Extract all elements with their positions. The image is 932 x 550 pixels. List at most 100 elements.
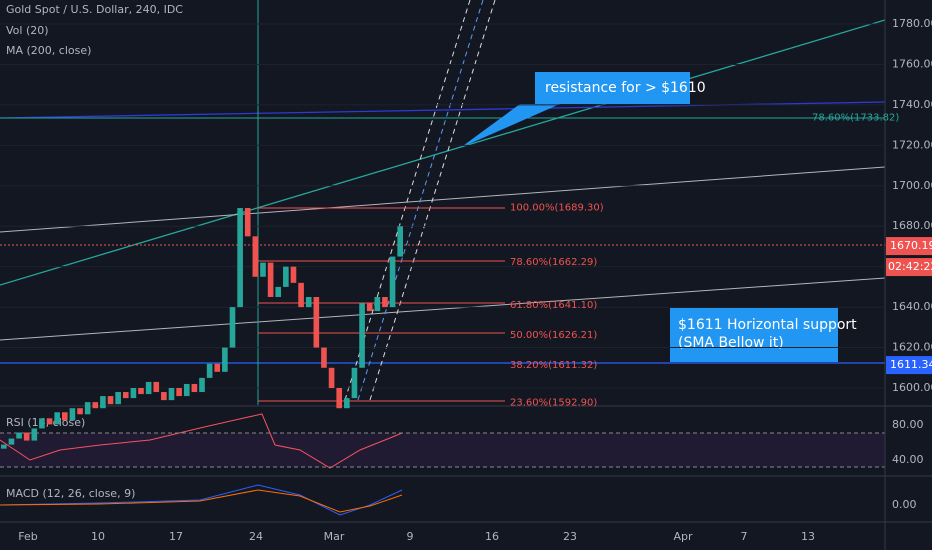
candle bbox=[145, 381, 152, 395]
rsi-line bbox=[0, 413, 403, 469]
candle bbox=[54, 412, 60, 425]
candle bbox=[8, 438, 15, 445]
time-label: Apr bbox=[673, 530, 693, 543]
fib-label: 78.60%(1733.82) bbox=[812, 112, 899, 123]
candle bbox=[115, 392, 121, 405]
channel bbox=[344, 0, 471, 401]
support-badge-label: 1611.34 bbox=[890, 358, 932, 371]
candle bbox=[252, 236, 259, 277]
candle bbox=[77, 408, 83, 415]
annotation: (SMA Bellow it) bbox=[678, 335, 784, 351]
time-label: 24 bbox=[249, 530, 263, 543]
indicator: MA (200, close) bbox=[6, 44, 91, 57]
price-label: 1600.00 bbox=[892, 381, 932, 394]
time-label: Feb bbox=[18, 530, 37, 543]
candle bbox=[183, 383, 190, 397]
price-label: 1700.00 bbox=[892, 179, 932, 192]
candle bbox=[290, 266, 297, 283]
candle bbox=[351, 367, 358, 399]
candle bbox=[16, 432, 22, 439]
time-label: 23 bbox=[563, 530, 577, 543]
time-label: 13 bbox=[801, 530, 815, 543]
time-label: 9 bbox=[407, 530, 414, 543]
candle bbox=[1, 444, 7, 449]
price-label: 1620.00 bbox=[892, 341, 932, 354]
fib-label: 100.00%(1689.30) bbox=[510, 202, 604, 213]
candle bbox=[199, 377, 205, 393]
candle bbox=[382, 297, 388, 308]
countdown-badge bbox=[886, 258, 932, 277]
candle bbox=[23, 432, 30, 441]
indicator: MACD (12, 26, close, 9) bbox=[6, 487, 135, 500]
candle bbox=[359, 303, 365, 368]
candle bbox=[229, 307, 236, 348]
candle bbox=[344, 398, 350, 409]
candle bbox=[374, 297, 381, 312]
time-label: 16 bbox=[485, 530, 499, 543]
time-label: 7 bbox=[741, 530, 748, 543]
annotation: resistance for > $1610 bbox=[545, 80, 706, 96]
candle bbox=[31, 428, 38, 441]
candle bbox=[328, 367, 335, 388]
candle bbox=[313, 297, 320, 348]
price-badge bbox=[886, 237, 932, 256]
fib-label: 61.80%(1641.10) bbox=[510, 300, 597, 311]
symbol: Gold Spot / U.S. Dollar, 240, IDC bbox=[6, 3, 183, 16]
candle bbox=[260, 262, 266, 277]
candle bbox=[267, 262, 274, 297]
candle bbox=[107, 396, 114, 405]
candle bbox=[321, 347, 327, 368]
callout bbox=[670, 308, 838, 362]
trend-line bbox=[0, 277, 885, 341]
candle bbox=[237, 208, 243, 308]
candle bbox=[222, 347, 228, 372]
candle bbox=[122, 392, 129, 399]
support-badge bbox=[886, 356, 932, 375]
candle bbox=[92, 402, 99, 409]
indicator: Vol (20) bbox=[6, 24, 49, 37]
countdown-label: 02:42:22 bbox=[888, 260, 932, 273]
time-label: 10 bbox=[91, 530, 105, 543]
price-label: 1760.00 bbox=[892, 57, 932, 70]
signal-line bbox=[0, 489, 403, 513]
candle bbox=[305, 297, 312, 308]
candle bbox=[100, 396, 106, 409]
candle bbox=[69, 408, 76, 421]
candle bbox=[275, 286, 282, 297]
macd-label: 0.00 bbox=[892, 498, 917, 511]
time-label: 17 bbox=[169, 530, 183, 543]
fib-label: 78.60%(1662.29) bbox=[510, 257, 597, 268]
time-label: Mar bbox=[324, 530, 345, 543]
rsi-band bbox=[0, 433, 885, 467]
candle bbox=[153, 381, 160, 393]
fib-label: 38.20%(1611.32) bbox=[510, 360, 597, 371]
candle bbox=[176, 388, 182, 397]
price-label: 1740.00 bbox=[892, 98, 932, 111]
price-label: 1680.00 bbox=[892, 219, 932, 232]
candle bbox=[138, 388, 144, 395]
callout bbox=[460, 72, 690, 148]
price-badge-label: 1670.19 bbox=[890, 239, 932, 252]
candle bbox=[168, 388, 175, 401]
candle bbox=[46, 418, 53, 425]
fib-label: 23.60%(1592.90) bbox=[510, 397, 597, 408]
rsi-label: 80.00 bbox=[892, 418, 924, 431]
price-label: 1720.00 bbox=[892, 138, 932, 151]
annotation: $1611 Horizontal support bbox=[678, 317, 857, 333]
candle bbox=[39, 418, 45, 429]
candle bbox=[283, 266, 289, 287]
candle bbox=[161, 392, 167, 401]
price-label: 1780.00 bbox=[892, 17, 932, 30]
candle bbox=[336, 388, 343, 409]
channel bbox=[357, 0, 484, 401]
candle bbox=[366, 303, 373, 312]
trend-line bbox=[0, 166, 885, 233]
candle bbox=[298, 282, 304, 308]
candle bbox=[397, 226, 403, 257]
candle bbox=[84, 402, 91, 415]
candle bbox=[214, 363, 221, 372]
candle bbox=[61, 412, 68, 421]
